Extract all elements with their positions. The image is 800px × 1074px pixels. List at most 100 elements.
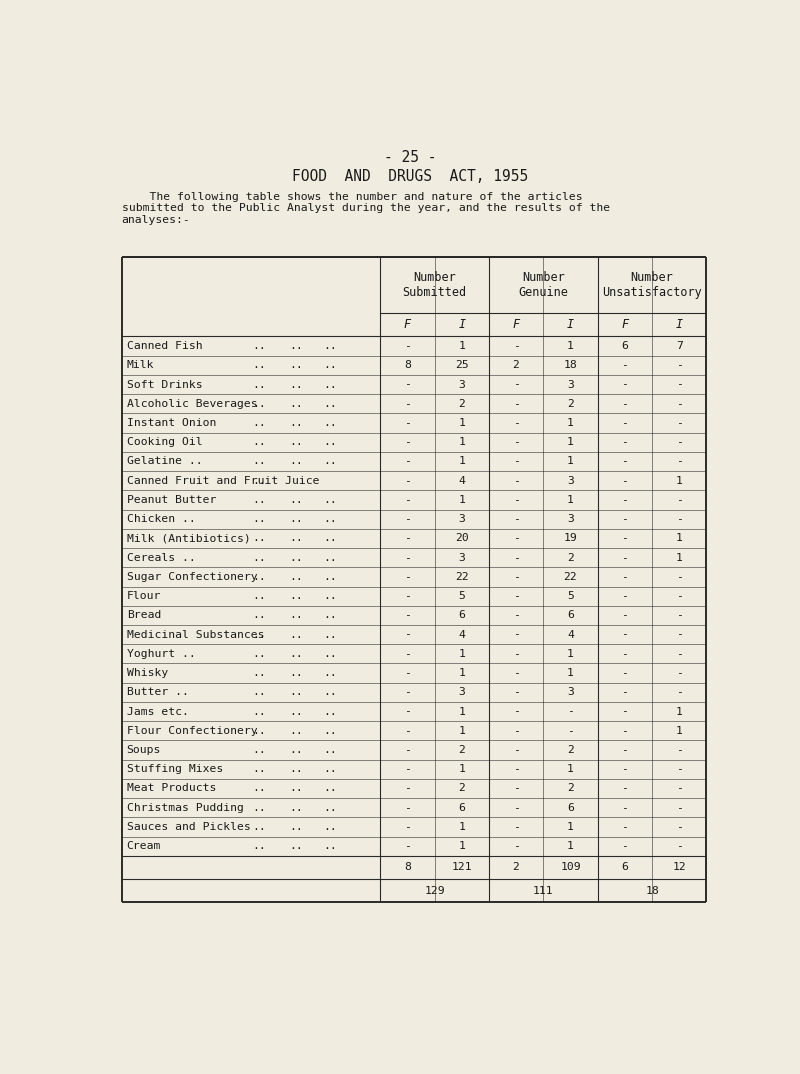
Text: -: - xyxy=(676,571,682,582)
Text: -: - xyxy=(404,342,411,351)
Text: 8: 8 xyxy=(404,360,411,371)
Text: 3: 3 xyxy=(567,476,574,485)
Text: -: - xyxy=(404,456,411,466)
Text: ..: .. xyxy=(252,802,266,813)
Text: ..: .. xyxy=(252,707,266,716)
Text: -: - xyxy=(622,571,628,582)
Text: -: - xyxy=(513,707,519,716)
Text: -: - xyxy=(404,571,411,582)
Text: Alcoholic Beverages: Alcoholic Beverages xyxy=(126,398,258,409)
Text: ..: .. xyxy=(252,379,266,390)
Text: ..: .. xyxy=(289,649,303,658)
Text: ..: .. xyxy=(323,514,337,524)
Text: ..: .. xyxy=(323,456,337,466)
Text: 8: 8 xyxy=(404,862,411,872)
Text: -: - xyxy=(513,418,519,429)
Text: -: - xyxy=(676,398,682,409)
Text: FOOD  AND  DRUGS  ACT, 1955: FOOD AND DRUGS ACT, 1955 xyxy=(292,169,528,184)
Text: 7: 7 xyxy=(676,342,682,351)
Text: - 25 -: - 25 - xyxy=(384,149,436,164)
Text: -: - xyxy=(622,707,628,716)
Text: Gelatine ..: Gelatine .. xyxy=(126,456,202,466)
Text: -: - xyxy=(676,495,682,505)
Text: 2: 2 xyxy=(458,398,466,409)
Text: Whisky: Whisky xyxy=(126,668,168,678)
Text: ..: .. xyxy=(289,418,303,429)
Text: 1: 1 xyxy=(458,456,466,466)
Text: -: - xyxy=(404,841,411,852)
Text: I: I xyxy=(676,318,682,332)
Text: ..: .. xyxy=(323,629,337,640)
Text: 1: 1 xyxy=(567,765,574,774)
Text: 4: 4 xyxy=(458,629,466,640)
Text: 2: 2 xyxy=(458,745,466,755)
Text: ..: .. xyxy=(252,476,266,485)
Text: 3: 3 xyxy=(458,553,466,563)
Text: Chicken ..: Chicken .. xyxy=(126,514,195,524)
Text: 18: 18 xyxy=(564,360,578,371)
Text: -: - xyxy=(622,668,628,678)
Text: -: - xyxy=(622,783,628,794)
Text: 5: 5 xyxy=(458,591,466,601)
Text: -: - xyxy=(404,379,411,390)
Text: 1: 1 xyxy=(458,726,466,736)
Text: ..: .. xyxy=(252,783,266,794)
Text: -: - xyxy=(513,534,519,543)
Text: 109: 109 xyxy=(560,862,581,872)
Text: ..: .. xyxy=(323,398,337,409)
Text: -: - xyxy=(676,437,682,447)
Text: ..: .. xyxy=(289,610,303,621)
Text: 20: 20 xyxy=(455,534,469,543)
Text: 6: 6 xyxy=(567,802,574,813)
Text: -: - xyxy=(567,707,574,716)
Text: -: - xyxy=(622,822,628,832)
Text: -: - xyxy=(513,342,519,351)
Text: ..: .. xyxy=(323,418,337,429)
Text: ..: .. xyxy=(323,822,337,832)
Text: -: - xyxy=(622,649,628,658)
Text: 1: 1 xyxy=(458,495,466,505)
Text: 2: 2 xyxy=(513,360,519,371)
Text: -: - xyxy=(513,765,519,774)
Text: -: - xyxy=(404,398,411,409)
Text: -: - xyxy=(622,534,628,543)
Text: ..: .. xyxy=(289,745,303,755)
Text: ..: .. xyxy=(323,726,337,736)
Text: ..: .. xyxy=(289,534,303,543)
Text: -: - xyxy=(622,553,628,563)
Text: -: - xyxy=(513,822,519,832)
Text: -: - xyxy=(513,668,519,678)
Text: -: - xyxy=(404,668,411,678)
Text: ..: .. xyxy=(289,765,303,774)
Text: ..: .. xyxy=(323,745,337,755)
Text: ..: .. xyxy=(323,841,337,852)
Text: 12: 12 xyxy=(672,862,686,872)
Text: -: - xyxy=(513,553,519,563)
Text: -: - xyxy=(622,379,628,390)
Text: Jams etc.: Jams etc. xyxy=(126,707,189,716)
Text: -: - xyxy=(622,476,628,485)
Text: ..: .. xyxy=(252,418,266,429)
Text: -: - xyxy=(567,726,574,736)
Text: -: - xyxy=(622,398,628,409)
Text: ..: .. xyxy=(323,687,337,697)
Text: -: - xyxy=(676,765,682,774)
Text: ..: .. xyxy=(252,841,266,852)
Text: ..: .. xyxy=(252,495,266,505)
Text: ..: .. xyxy=(252,687,266,697)
Text: ..: .. xyxy=(252,649,266,658)
Text: -: - xyxy=(676,360,682,371)
Text: -: - xyxy=(513,649,519,658)
Text: 1: 1 xyxy=(458,707,466,716)
Text: ..: .. xyxy=(289,802,303,813)
Text: -: - xyxy=(513,398,519,409)
Text: ..: .. xyxy=(289,342,303,351)
Text: 1: 1 xyxy=(458,765,466,774)
Text: 1: 1 xyxy=(458,668,466,678)
Text: -: - xyxy=(622,745,628,755)
Text: ..: .. xyxy=(323,342,337,351)
Text: ..: .. xyxy=(323,495,337,505)
Text: 2: 2 xyxy=(513,862,519,872)
Text: The following table shows the number and nature of the articles: The following table shows the number and… xyxy=(122,192,582,202)
Text: 1: 1 xyxy=(567,342,574,351)
